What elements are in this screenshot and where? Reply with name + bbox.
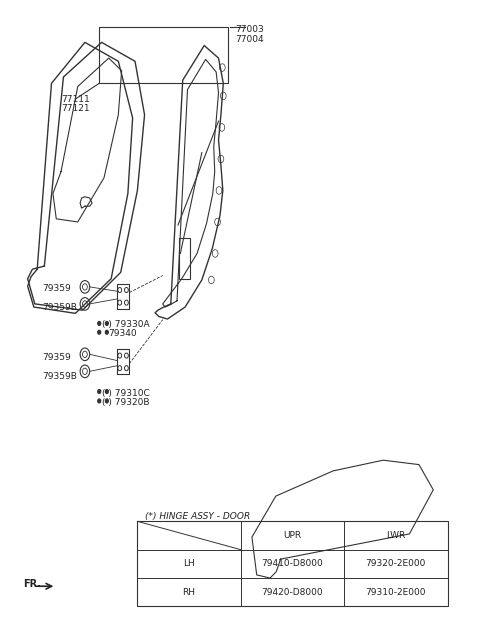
Circle shape: [98, 330, 101, 334]
Text: 79359B: 79359B: [42, 372, 77, 381]
Text: 77111: 77111: [61, 94, 90, 104]
Circle shape: [106, 399, 108, 403]
Circle shape: [106, 322, 108, 325]
Text: (·) 79320B: (·) 79320B: [102, 398, 149, 408]
Circle shape: [98, 399, 101, 403]
Circle shape: [98, 322, 101, 325]
Text: 77003: 77003: [235, 25, 264, 34]
Text: 77121: 77121: [61, 104, 90, 113]
Circle shape: [106, 330, 108, 334]
Circle shape: [98, 389, 101, 393]
Text: 79359: 79359: [42, 284, 71, 292]
Text: (·) 79330A: (·) 79330A: [102, 320, 149, 329]
Text: RH: RH: [182, 587, 195, 597]
Text: LH: LH: [183, 560, 195, 568]
Text: 79340: 79340: [108, 329, 137, 338]
Text: (·) 79310C: (·) 79310C: [102, 389, 149, 398]
Circle shape: [106, 389, 108, 393]
Text: 79359B: 79359B: [42, 303, 77, 311]
Text: 79310-2E000: 79310-2E000: [366, 587, 426, 597]
Text: 77004: 77004: [235, 35, 264, 44]
Text: (*) HINGE ASSY - DOOR: (*) HINGE ASSY - DOOR: [144, 512, 250, 522]
Text: 79359: 79359: [42, 353, 71, 362]
Text: LWR: LWR: [386, 531, 406, 540]
Text: FR.: FR.: [23, 579, 41, 589]
Text: 79410-D8000: 79410-D8000: [262, 560, 324, 568]
Text: 79320-2E000: 79320-2E000: [366, 560, 426, 568]
Text: 79420-D8000: 79420-D8000: [262, 587, 324, 597]
Text: UPR: UPR: [283, 531, 301, 540]
